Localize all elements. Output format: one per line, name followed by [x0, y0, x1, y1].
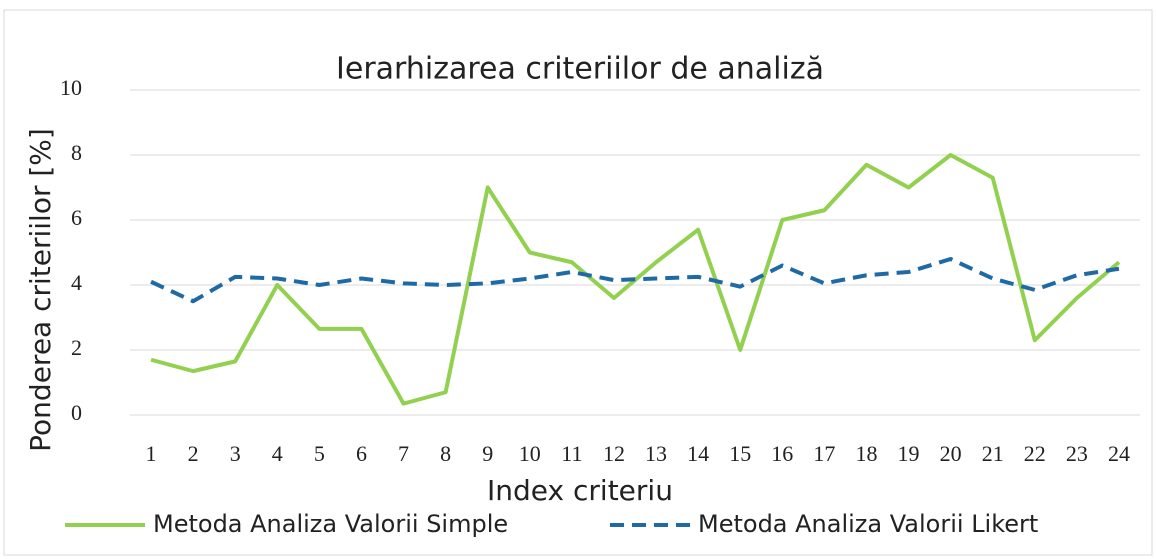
x-tick-label: 12: [603, 441, 625, 466]
series-line: [150, 257, 1120, 304]
x-tick-label: 18: [855, 441, 877, 466]
x-tick-label: 19: [898, 441, 920, 466]
x-tick-label: 5: [314, 441, 325, 466]
x-tick-label: 24: [1108, 441, 1130, 466]
y-tick-label: 2: [71, 335, 82, 360]
x-tick-label: 6: [356, 441, 367, 466]
chart-title: Ierarhizarea criteriilor de analiză: [336, 52, 824, 87]
y-tick-label: 6: [71, 205, 82, 230]
x-tick-label: 2: [188, 441, 199, 466]
x-tick-label: 22: [1024, 441, 1046, 466]
chart-border: [3, 9, 1153, 556]
x-tick-label: 7: [398, 441, 409, 466]
x-tick-label: 10: [519, 441, 541, 466]
x-tick-label: 14: [687, 441, 709, 466]
y-tick-label: 8: [71, 140, 82, 165]
x-tick-label: 8: [440, 441, 451, 466]
x-tick-label: 13: [645, 441, 667, 466]
legend-label: Metoda Analiza Valorii Likert: [698, 510, 1038, 538]
x-tick-label: 16: [771, 441, 793, 466]
x-axis-label: Index criteriu: [487, 474, 673, 507]
x-tick-label: 3: [230, 441, 241, 466]
x-tick-label: 21: [982, 441, 1004, 466]
y-tick-label: 10: [60, 75, 82, 100]
x-tick-label: 4: [272, 441, 283, 466]
x-tick-label: 17: [813, 441, 835, 466]
legend-label: Metoda Analiza Valorii Simple: [153, 510, 508, 538]
y-axis-label: Ponderea criteriilor [%]: [24, 128, 57, 452]
y-tick-label: 0: [71, 400, 82, 425]
x-tick-label: 1: [146, 441, 157, 466]
x-tick-label: 9: [482, 441, 493, 466]
x-tick-label: 23: [1066, 441, 1088, 466]
x-tick-label: 15: [729, 441, 751, 466]
y-tick-label: 4: [71, 270, 82, 295]
x-tick-label: 20: [940, 441, 962, 466]
x-tick-label: 11: [561, 441, 582, 466]
